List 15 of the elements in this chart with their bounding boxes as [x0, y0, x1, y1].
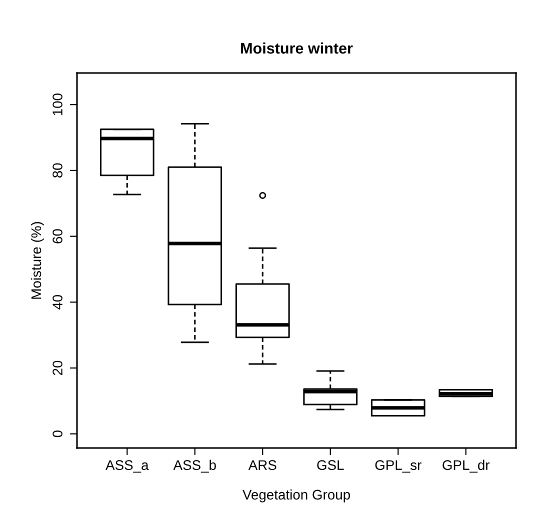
x-tick-label: GPL_dr [442, 460, 490, 473]
x-tick-label: ARS [248, 460, 276, 470]
y-tick-label: 0 [52, 430, 62, 438]
x-axis-title: Vegetation Group [242, 489, 350, 502]
y-tick-label: 100 [52, 94, 62, 116]
x-tick-label: ASS_a [106, 460, 149, 473]
y-tick-label: 60 [52, 229, 62, 244]
chart-title: Moisture winter [241, 42, 353, 54]
y-tick-label: 80 [52, 163, 62, 178]
x-tick-label: GPL_sr [375, 460, 422, 473]
x-tick-label: ASS_b [173, 460, 216, 473]
y-axis-title: Moisture (%) [30, 222, 44, 299]
y-tick-label: 20 [52, 360, 62, 376]
y-tick-label: 40 [52, 294, 62, 310]
x-tick-label: GSL [317, 460, 344, 470]
